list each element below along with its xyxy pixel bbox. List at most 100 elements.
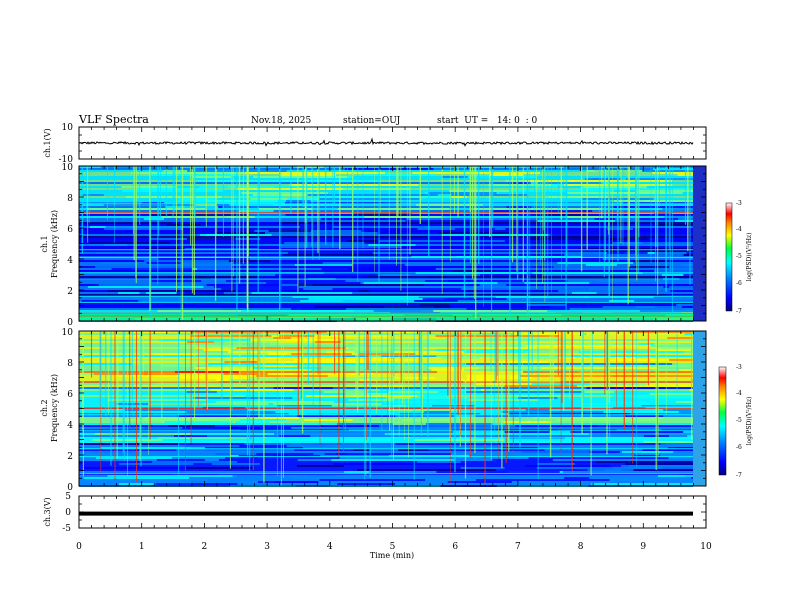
spec2-patch: [613, 467, 693, 469]
panel-ch2-spectrogram: 10 8 6 4 2 0 ch.2 Frequency (kHz) -3 -4 …: [40, 328, 753, 493]
spec1-patch: [423, 298, 507, 300]
ch3-wave-tick-m5: -5: [62, 524, 71, 534]
spec1-patch: [118, 292, 139, 294]
spec1-patch: [462, 288, 588, 290]
spec2-patch: [570, 431, 693, 433]
spec1-patch: [338, 208, 450, 210]
spec2-patch: [287, 423, 331, 425]
spec1-patch: [315, 306, 451, 308]
spec2-patch: [667, 337, 693, 339]
spec1-patch: [124, 230, 163, 232]
spec1-patch: [277, 222, 414, 224]
spec1-patch: [171, 222, 277, 224]
spec1-patch: [230, 298, 292, 300]
spec1-patch: [264, 244, 341, 246]
spec1-patch: [168, 276, 215, 278]
spec1-patch: [468, 176, 536, 178]
spec2-patch: [165, 421, 233, 423]
spec1-low-band: [79, 313, 693, 321]
spec1-patch: [452, 270, 494, 272]
spec1-patch: [553, 244, 672, 246]
x-tick-3: 3: [264, 542, 270, 552]
spec1-patch: [112, 268, 193, 270]
spec1-patch: [149, 214, 247, 216]
ch1-wave-tick-top: 10: [62, 123, 74, 133]
x-tick-2: 2: [202, 542, 208, 552]
spec1-patch: [365, 210, 423, 212]
spec1-patch: [428, 276, 449, 278]
ch3-wave-ylabel: ch.3(V): [43, 497, 52, 526]
spec2-patch: [605, 469, 634, 471]
spec1-patch: [607, 252, 647, 254]
spec1-patch: [241, 192, 327, 194]
spec2-row: [79, 341, 693, 343]
spec1-patch: [236, 188, 342, 190]
spec1-patch: [654, 270, 693, 272]
spec2-patch: [205, 369, 311, 371]
spec1-patch: [428, 192, 497, 194]
spec1-patch: [239, 268, 273, 270]
spec1-patch: [558, 290, 670, 292]
spec1-patch: [158, 310, 242, 312]
spec2-patch: [515, 425, 597, 427]
spec1-patch: [364, 216, 442, 218]
spec1-patch: [144, 218, 164, 220]
spec1-patch: [583, 186, 647, 188]
spec2-patch: [379, 425, 505, 427]
spec2-patch: [93, 451, 136, 453]
spec1-patch: [104, 204, 194, 206]
spec1-patch: [214, 286, 299, 288]
spec2-patch: [564, 439, 658, 441]
spec1-patch: [303, 180, 381, 182]
spec1-patch: [288, 252, 373, 254]
spec1-patch: [258, 208, 312, 210]
spec1-patch: [363, 230, 450, 232]
ch2-spec-tick-10: 10: [62, 328, 74, 338]
spec2-patch: [576, 417, 665, 419]
x-tick-6: 6: [452, 542, 458, 552]
spec2-patch: [525, 465, 576, 467]
ch3-wave-tick-5: 5: [65, 492, 71, 502]
spec1-patch: [158, 308, 222, 310]
spec2-patch: [504, 385, 577, 387]
spec2-patch: [337, 483, 395, 485]
spec1-patch: [281, 246, 402, 248]
ch2-spec-ylabel-channel: ch.2: [40, 399, 49, 416]
spec2-patch: [666, 443, 693, 445]
spec1-patch: [614, 200, 672, 202]
spec1-patch: [524, 282, 589, 284]
x-tick-1: 1: [139, 542, 145, 552]
ch1-spec-tick-6: 6: [67, 225, 73, 235]
spec1-patch: [599, 280, 693, 282]
spec2-patch: [388, 391, 438, 393]
ch1-spec-ylabel-channel: ch.1: [40, 235, 49, 252]
spec1-patch: [354, 214, 408, 216]
spec2-patch: [504, 421, 550, 423]
spec2-patch: [155, 383, 286, 385]
spec2-patch: [157, 459, 205, 461]
spec2-patch: [461, 467, 505, 469]
spec2-patch: [249, 377, 370, 379]
spec2-patch: [631, 397, 693, 399]
spec1-patch: [455, 228, 495, 230]
spec1-patch: [368, 244, 415, 246]
spec2-patch: [667, 365, 693, 367]
spec2-patch: [680, 369, 693, 371]
spec1-patch: [99, 284, 207, 286]
ch1-spec-tick-10: 10: [62, 163, 74, 173]
spec1-patch: [609, 300, 634, 302]
spec1-patch: [609, 214, 672, 216]
spec2-patch: [345, 393, 389, 395]
spec2-patch: [148, 403, 268, 405]
spec2-patch: [159, 339, 250, 341]
spec1-patch: [121, 186, 176, 188]
spec2-patch: [333, 387, 448, 389]
spec2-patch: [212, 365, 265, 367]
ch1-spec-tick-0: 0: [67, 318, 73, 328]
spec1-patch: [239, 210, 274, 212]
header-station: station=OUJ: [343, 116, 401, 126]
spec1-patch: [107, 298, 238, 300]
spec2-patch: [297, 465, 344, 467]
spec1-patch: [442, 234, 548, 236]
ch1-spec-image: [79, 166, 693, 322]
